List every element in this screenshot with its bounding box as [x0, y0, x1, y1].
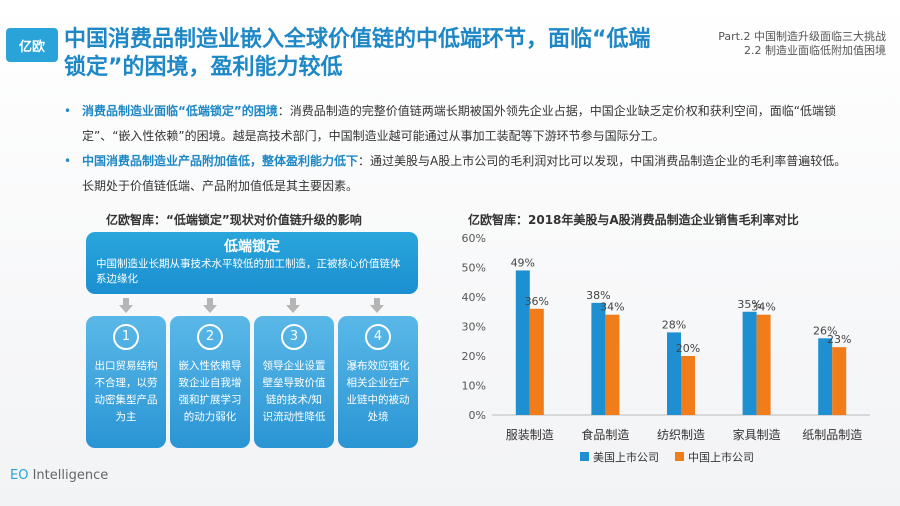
- low-end-lock-box: 低端锁定 中国制造业长期从事技术水平较低的加工制造，正被核心价值链体系边缘化: [86, 232, 418, 294]
- down-arrow-icon: [203, 298, 217, 313]
- bar: [515, 270, 530, 415]
- bar-value-label: 35%: [737, 298, 761, 311]
- bullet-item: 中国消费品制造业产品附加值低，整体盈利能力低下：通过美股与A股上市公司的毛利润对…: [64, 149, 854, 199]
- subsection-title: 2.2 制造业面临低附加值困境: [744, 44, 886, 57]
- bar: [756, 314, 771, 415]
- bar: [667, 332, 681, 415]
- low-end-lock-desc: 中国制造业长期从事技术水平较低的加工制造，正被核心价值链体系边缘化: [96, 258, 401, 285]
- card-number: 2: [197, 324, 223, 350]
- bar-value-label: 34%: [600, 301, 624, 314]
- low-end-lock-title: 低端锁定: [224, 239, 280, 255]
- bar-value-label: 20%: [676, 342, 700, 355]
- footer-brand: EO Intelligence: [10, 468, 108, 483]
- part-title: Part.2 中国制造升级面临三大挑战: [718, 30, 886, 43]
- left-panel-title: 亿欧智库：“低端锁定”现状对价值链升级的影响: [106, 213, 362, 227]
- section-label: Part.2 中国制造升级面临三大挑战 2.2 制造业面临低附加值困境: [696, 30, 886, 58]
- card-number: 4: [365, 324, 391, 350]
- down-arrow-icon: [119, 298, 133, 313]
- card-text: 领导企业设置壁垒导致价值链的技术/知识流动性降低: [262, 360, 326, 423]
- bullet-item: 消费品制造业面临“低端锁定”的困境：消费品制造的完整价值链两端长期被国外领先企业…: [64, 99, 854, 149]
- page-title: 中国消费品制造业嵌入全球价值链的中低端环节，面临“低端锁定”的困境，盈利能力较低: [64, 27, 651, 80]
- logo-text: 亿欧: [18, 39, 45, 55]
- bar-value-label: 38%: [586, 289, 610, 302]
- brand-eo: EO: [10, 468, 29, 483]
- bar: [591, 302, 606, 415]
- bar: [742, 311, 757, 415]
- card-text: 嵌入性依赖导致企业自我增强和扩展学习的动力弱化: [178, 360, 242, 423]
- y-tick-label: 50%: [462, 262, 486, 275]
- impact-card: 2 嵌入性依赖导致企业自我增强和扩展学习的动力弱化: [170, 316, 250, 448]
- y-tick-label: 10%: [462, 380, 486, 393]
- bar-value-label: 36%: [525, 295, 549, 308]
- x-tick-label: 纸制品制造: [802, 428, 862, 442]
- card-text: 瀑布效应强化相关企业在产业链中的被动处境: [346, 360, 410, 423]
- bar: [529, 308, 544, 415]
- bullet-body: ：通过美股与A股上市公司的毛利润对比可以发现，中国消费品制造企业的毛利率普遍较低…: [82, 154, 847, 193]
- impact-card: 3 领导企业设置壁垒导致价值链的技术/知识流动性降低: [254, 316, 334, 448]
- bar-value-label: 49%: [511, 256, 535, 269]
- down-arrow-icon: [370, 298, 384, 313]
- bar: [681, 356, 695, 415]
- bullet-head: 消费品制造业面临“低端锁定”的困境: [82, 104, 278, 118]
- impact-card: 4 瀑布效应强化相关企业在产业链中的被动处境: [338, 316, 418, 448]
- y-tick-label: 30%: [462, 321, 486, 334]
- y-tick-label: 0%: [469, 409, 486, 422]
- bullet-list: 消费品制造业面临“低端锁定”的困境：消费品制造的完整价值链两端长期被国外领先企业…: [64, 99, 854, 199]
- y-tick-label: 40%: [462, 291, 486, 304]
- x-tick-label: 食品制造: [581, 427, 629, 442]
- bullet-head: 中国消费品制造业产品附加值低，整体盈利能力低下: [82, 154, 359, 168]
- card-number: 3: [281, 324, 307, 350]
- card-number: 1: [113, 324, 139, 350]
- bar-value-label: 26%: [813, 324, 837, 337]
- bar: [605, 314, 620, 415]
- bar-value-label: 23%: [827, 333, 851, 346]
- x-tick-label: 家具制造: [733, 427, 781, 442]
- logo: 亿欧: [6, 28, 58, 62]
- legend-label: 中国上市公司: [688, 450, 754, 464]
- down-arrow-icon: [286, 298, 300, 313]
- bar-value-label: 34%: [751, 301, 775, 314]
- bullet-body: ：消费品制造的完整价值链两端长期被国外领先企业占据，中国企业缺乏定价权和获利空间…: [82, 104, 837, 143]
- impact-card: 1 出口贸易结构不合理，以劳动密集型产品为主: [86, 316, 166, 448]
- brand-intelligence: Intelligence: [28, 468, 109, 483]
- y-tick-label: 60%: [462, 232, 486, 245]
- legend-swatch: [580, 452, 589, 461]
- legend-swatch: [675, 452, 684, 461]
- bar: [818, 338, 833, 415]
- bar: [832, 347, 847, 415]
- chart-title: 亿欧智库：2018年美股与A股消费品制造企业销售毛利率对比: [468, 213, 799, 227]
- legend-label: 美国上市公司: [593, 450, 659, 464]
- x-tick-label: 服装制造: [506, 428, 554, 442]
- y-tick-label: 20%: [462, 350, 486, 363]
- x-tick-label: 纺织制造: [657, 428, 705, 442]
- bar-value-label: 28%: [662, 318, 686, 331]
- card-text: 出口贸易结构不合理，以劳动密集型产品为主: [94, 360, 158, 423]
